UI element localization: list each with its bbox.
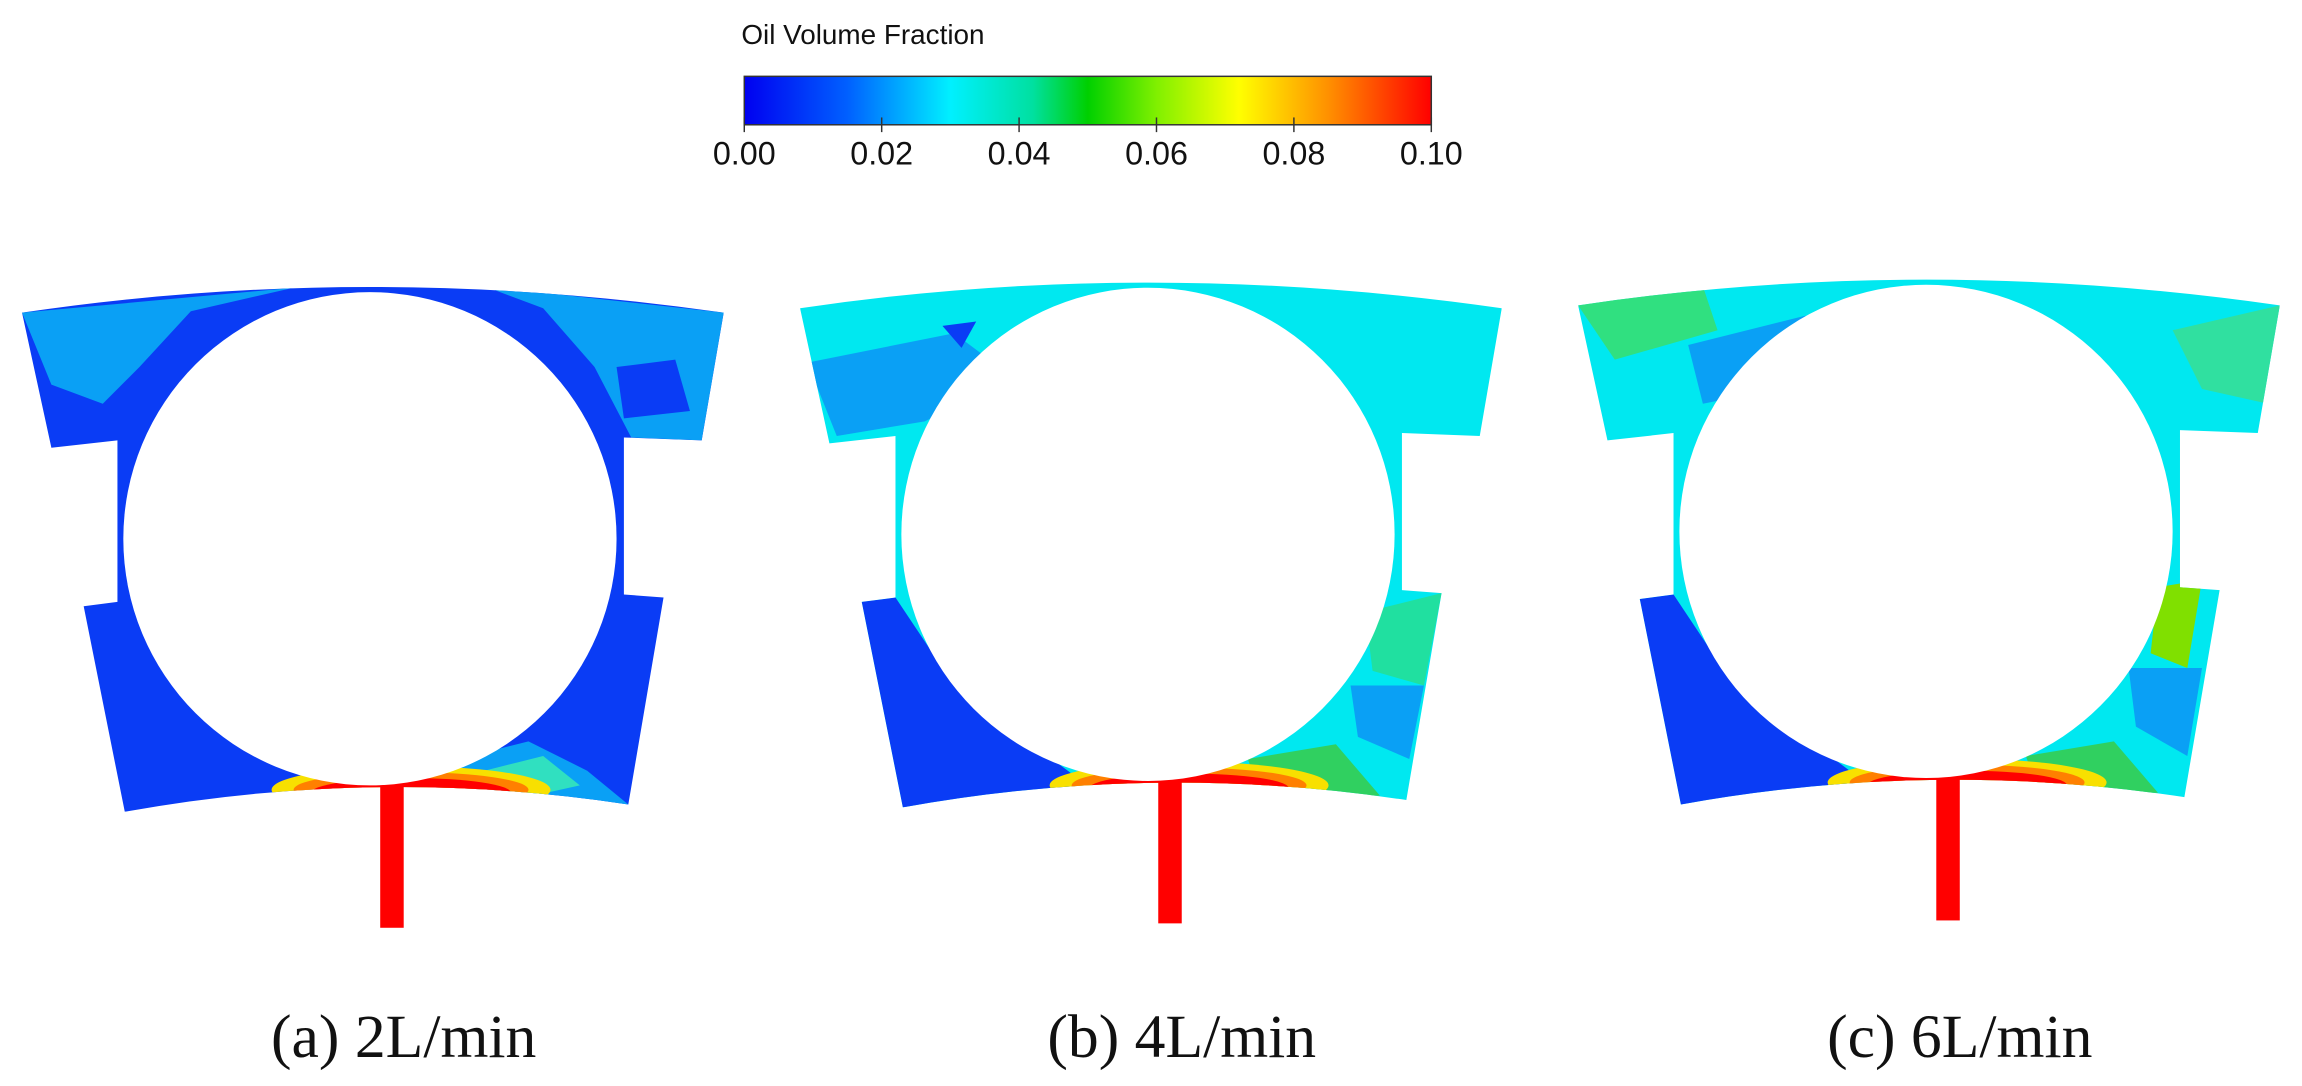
contour-patch — [2172, 305, 2280, 404]
colorbar-tick-label: 0.04 — [988, 135, 1051, 171]
colorbar-tick-label: 0.08 — [1262, 135, 1325, 171]
contour-patch — [1350, 685, 1424, 759]
colorbar — [743, 75, 1433, 126]
caption: (b) 4L/min — [1047, 1003, 1316, 1071]
contour-patch — [942, 321, 977, 348]
contour-patch — [2150, 579, 2202, 668]
inlet-stem — [380, 785, 404, 928]
colorbar-tick-label: 0.10 — [1400, 135, 1463, 171]
colorbar-tick-label: 0.00 — [713, 135, 776, 171]
colorbar-tick-label: 0.06 — [1125, 135, 1188, 171]
contour-patch — [807, 333, 1013, 436]
pipe-hole — [901, 287, 1395, 781]
pipe-hole — [1679, 284, 2173, 779]
contour-patch — [616, 359, 690, 419]
contour-patch — [22, 287, 294, 404]
contour-patch — [1578, 286, 1718, 360]
inlet-stem — [1936, 778, 1960, 921]
contour-patch — [1365, 593, 1442, 686]
pipe-hole — [123, 292, 617, 786]
figure-body: Oil Volume Fraction 0.00 0.02 0.04 0.06 0.08… — [22, 19, 2280, 1071]
contour-patch — [2128, 667, 2202, 757]
colorbar-title: Oil Volume Fraction — [741, 19, 984, 50]
contour-panel — [1578, 279, 2280, 921]
caption: (a) 2L/min — [271, 1003, 536, 1071]
contour-panel — [22, 286, 724, 928]
colorbar-ticks: 0.00 0.02 0.04 0.06 0.08 0.10 — [713, 117, 1463, 171]
inlet-stem — [1158, 780, 1182, 924]
colorbar-tick-label: 0.02 — [850, 135, 913, 171]
contour-panel — [800, 282, 1502, 924]
caption: (c) 6L/min — [1827, 1003, 2092, 1071]
panels — [22, 279, 2280, 928]
